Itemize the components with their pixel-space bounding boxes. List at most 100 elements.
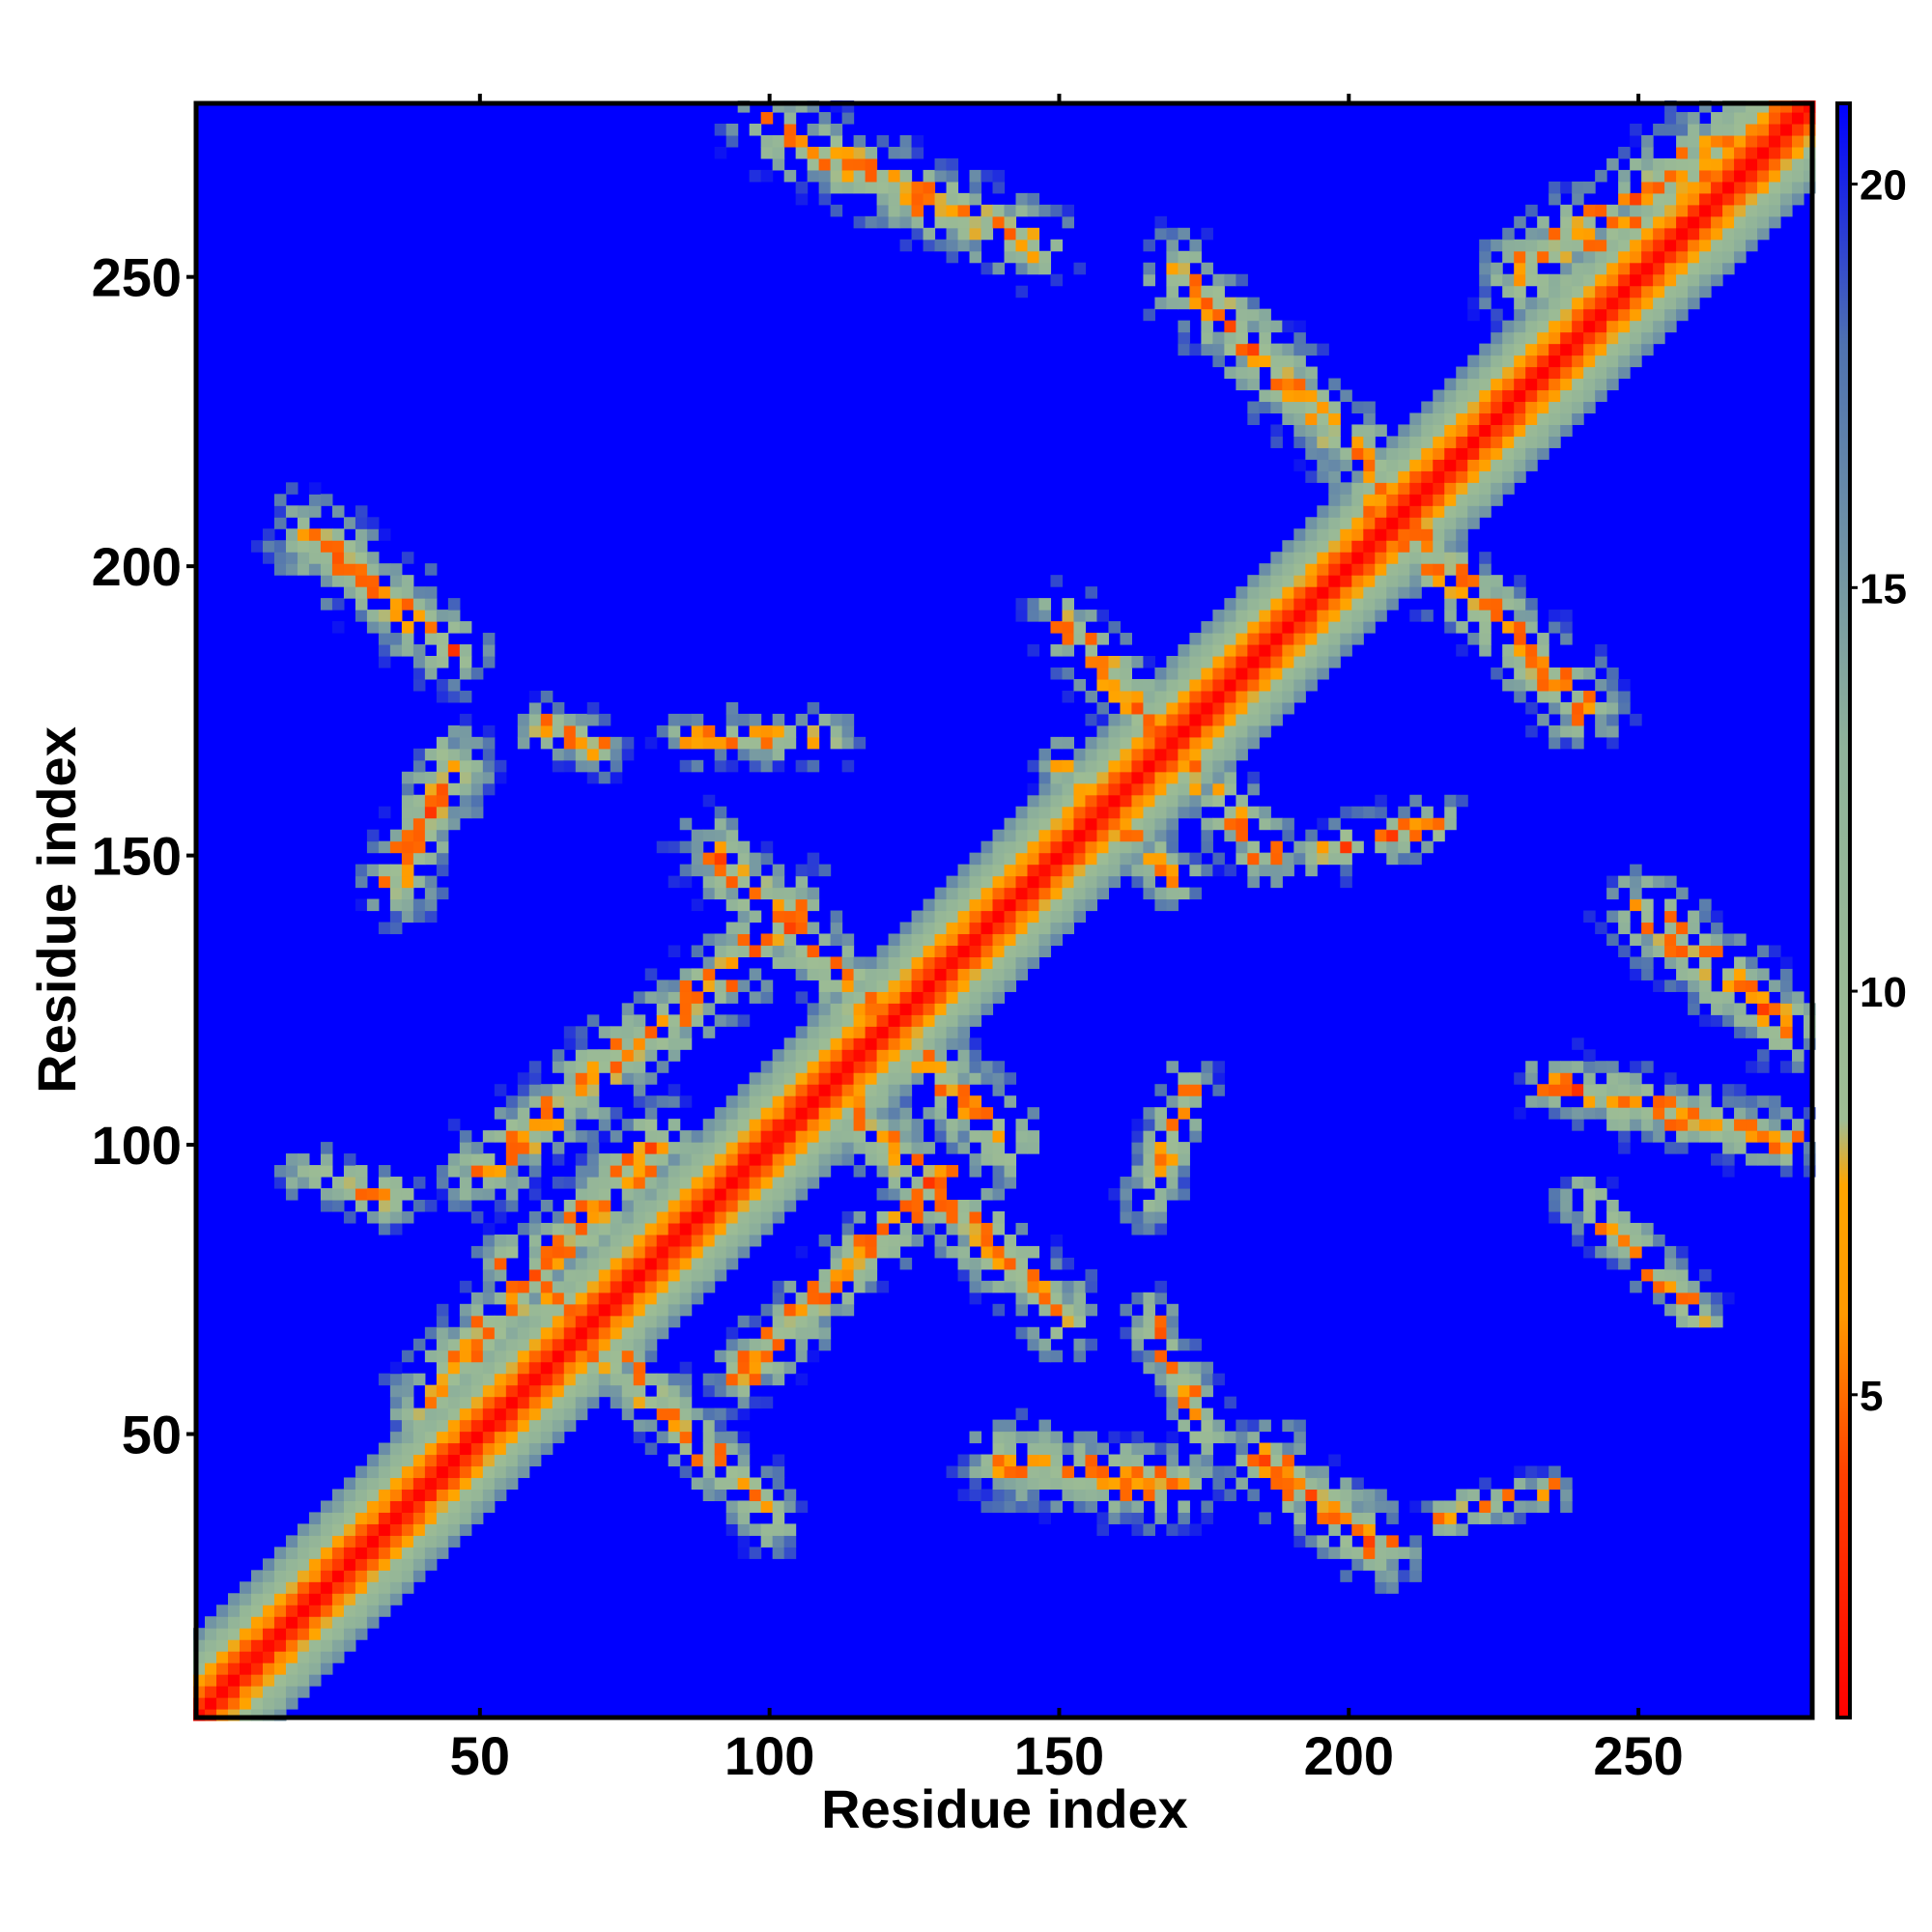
heatmap-cell [1444,540,1457,553]
heatmap-cell [1664,123,1677,136]
heatmap-cell [1722,112,1735,125]
heatmap-cell [1282,817,1294,831]
heatmap-cell [1340,840,1352,854]
heatmap-cell [1027,875,1040,889]
heatmap-cell [552,713,565,726]
heatmap-cell [1583,1107,1596,1120]
heatmap-cell [1305,563,1318,576]
heatmap-cell [1641,922,1654,935]
heatmap-cell [482,1338,496,1351]
heatmap-cell [1120,1465,1132,1479]
heatmap-cell [969,250,982,264]
heatmap-cell [389,586,403,599]
heatmap-cell [899,1257,913,1270]
heatmap-cell [355,517,368,529]
heatmap-cell [1270,713,1283,726]
heatmap-cell [1340,610,1352,622]
heatmap-cell [1409,586,1422,599]
heatmap-cell [725,1431,739,1444]
heatmap-cell [830,1107,843,1120]
heatmap-cell [783,1500,797,1513]
heatmap-cell [412,759,426,773]
heatmap-cell [1688,250,1700,264]
heatmap-cell [1386,447,1399,460]
heatmap-cell [1502,239,1515,252]
heatmap-cell [691,945,704,958]
heatmap-cell [795,1326,809,1340]
heatmap-cell [992,1257,1006,1270]
heatmap-cell [1676,297,1689,310]
heatmap-cell [946,1037,959,1050]
heatmap-cell [1699,945,1712,958]
heatmap-cell [1688,1003,1700,1015]
heatmap-cell [679,1384,693,1398]
heatmap-cell [355,875,368,889]
heatmap-cell [783,933,797,947]
heatmap-cell [1525,1477,1538,1491]
heatmap-cell [586,1350,600,1363]
heatmap-cell [1421,610,1434,622]
heatmap-cell [946,991,959,1004]
heatmap-cell [980,1072,994,1085]
heatmap-cell [957,910,971,923]
heatmap-cell [470,1477,484,1491]
heatmap-cell [482,748,496,761]
heatmap-cell [1757,1003,1770,1015]
heatmap-cell [946,945,959,958]
heatmap-cell [1178,690,1190,703]
heatmap-cell [1467,494,1480,506]
heatmap-cell [1572,1037,1584,1050]
heatmap-cell [1143,1177,1155,1189]
heatmap-cell [1328,540,1341,553]
heatmap-cell [1015,1489,1029,1501]
heatmap-cell [737,875,751,889]
heatmap-cell [575,1153,588,1166]
heatmap-cell [1166,1442,1179,1456]
heatmap-cell [1583,250,1596,264]
heatmap-cell [1618,169,1631,183]
heatmap-cell [923,910,936,923]
heatmap-cell [1038,1500,1052,1513]
heatmap-cell [702,1268,716,1282]
heatmap-cell [830,1142,843,1154]
heatmap-cell [1293,1442,1306,1456]
heatmap-cell [331,1523,345,1536]
heatmap-cell [1178,1373,1190,1386]
heatmap-cell [297,1686,310,1698]
heatmap-cell [216,1697,229,1710]
heatmap-cell [946,956,959,969]
heatmap-cell [1502,355,1515,368]
heatmap-cell [1050,910,1064,923]
heatmap-cell [459,1500,472,1513]
heatmap-cell [679,1014,693,1027]
heatmap-cell [795,1049,809,1062]
heatmap-cell [1073,817,1087,831]
heatmap-cell [1560,262,1573,275]
heatmap-cell [1027,1454,1040,1467]
heatmap-cell [227,1651,241,1663]
heatmap-cell [1247,840,1260,854]
heatmap-cell [1514,1477,1526,1491]
heatmap-cell [1676,1303,1689,1317]
heatmap-cell [1189,1361,1202,1375]
heatmap-cell [969,192,982,206]
heatmap-cell [1641,1084,1654,1096]
heatmap-cell [1757,192,1770,206]
heatmap-cell [1572,239,1584,252]
heatmap-cell [957,1234,971,1247]
heatmap-cell [714,817,727,831]
heatmap-cell [980,215,994,229]
heatmap-cell [865,968,878,980]
heatmap-cell [528,1280,542,1293]
heatmap-cell [1212,1431,1225,1444]
heatmap-cell [679,1431,693,1444]
heatmap-cell [1062,864,1075,877]
heatmap-cell [1317,586,1329,599]
heatmap-cell [586,1107,600,1120]
heatmap-cell [1328,494,1341,506]
heatmap-cell [1050,817,1064,831]
heatmap-cell [528,1061,542,1073]
heatmap-cell [482,1350,496,1363]
heatmap-cell [934,1072,948,1085]
heatmap-cell [644,1396,658,1409]
